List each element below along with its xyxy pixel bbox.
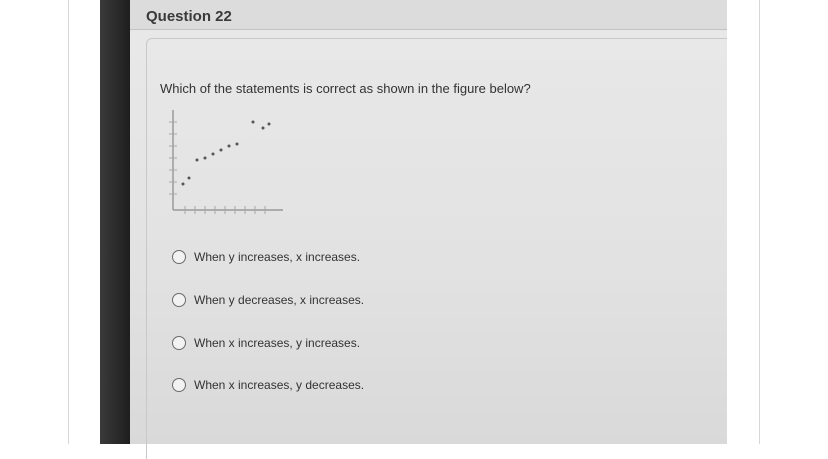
option[interactable]: When y increases, x increases.: [172, 250, 360, 264]
bezel: [100, 0, 130, 444]
question-header: Question 22: [130, 0, 727, 30]
option-label: When x increases, y increases.: [194, 336, 361, 350]
option[interactable]: When y decreases, x increases.: [172, 293, 364, 307]
frame-line: [759, 0, 760, 444]
page: {"header": {"title": "Question 22"}, "qu…: [68, 0, 760, 459]
frame-line: [68, 0, 69, 444]
radio-button[interactable]: [172, 336, 186, 350]
option-label: When y decreases, x increases.: [194, 293, 365, 307]
question-text: Which of the statements is correct as sh…: [160, 81, 531, 96]
screen: Question 22 Which of the statements is c…: [130, 0, 727, 459]
radio-button[interactable]: [172, 250, 186, 264]
question-box: [146, 38, 727, 459]
option-label: When y increases, x increases.: [194, 250, 361, 264]
figure-ticks: [169, 121, 266, 214]
option[interactable]: When x increases, y increases.: [172, 336, 360, 350]
figure-points: [181, 120, 271, 186]
option-label: When x increases, y decreases.: [194, 378, 365, 392]
option[interactable]: When x increases, y decreases.: [172, 378, 364, 392]
figure: [169, 110, 283, 214]
question-title: Question 22: [146, 8, 232, 25]
radio-button[interactable]: [172, 378, 186, 392]
radio-button[interactable]: [172, 293, 186, 307]
